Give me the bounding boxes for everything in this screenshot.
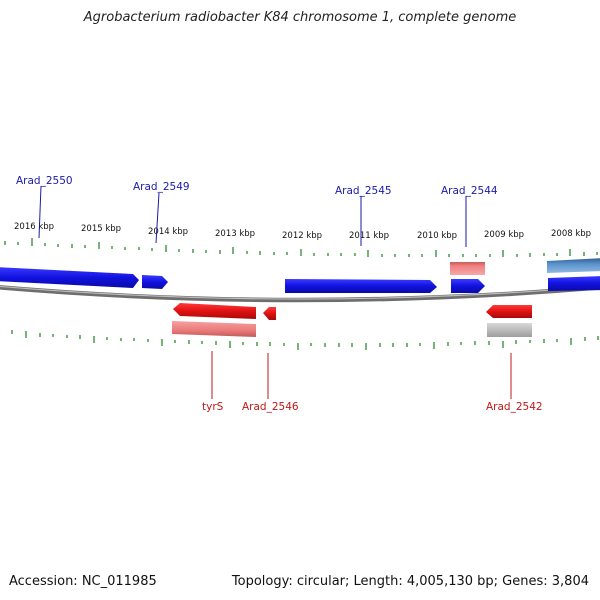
gene-arrow-forward[interactable]	[0, 267, 139, 288]
gene-label[interactable]: Arad_2550	[16, 175, 73, 187]
pseudo-feature[interactable]	[487, 323, 532, 337]
gene-arrow-forward[interactable]	[451, 279, 485, 293]
gene-label[interactable]: Arad_2542	[486, 401, 543, 413]
gene-labels-top: Arad_2550 Arad_2549 Arad_2545 Arad_2544	[16, 175, 498, 247]
kbp-label: 2009 kbp	[484, 230, 524, 240]
map-title: Agrobacterium radiobacter K84 chromosome…	[83, 10, 517, 25]
cds-feature-reverse[interactable]	[172, 321, 256, 337]
kbp-label: 2016 kbp	[14, 222, 54, 232]
gene-arrow-forward[interactable]	[285, 279, 437, 293]
genome-summary: Topology: circular; Length: 4,005,130 bp…	[231, 574, 589, 589]
gene-label[interactable]: Arad_2545	[335, 185, 392, 197]
gene-arrow-reverse[interactable]	[486, 305, 532, 318]
gene-arrow-reverse[interactable]	[263, 307, 276, 320]
lower-tick-track	[11, 330, 599, 350]
forward-strand-genes	[0, 258, 600, 293]
upper-tick-track	[4, 238, 598, 257]
kbp-label: 2008 kbp	[551, 229, 591, 239]
kbp-label: 2012 kbp	[282, 231, 322, 241]
chromosome-backbone	[0, 285, 600, 303]
kbp-label: 2014 kbp	[148, 227, 188, 237]
gene-arrow-forward[interactable]	[548, 276, 600, 291]
kbp-label: 2010 kbp	[417, 231, 457, 241]
gene-arrow-forward[interactable]	[142, 275, 168, 289]
kbp-label: 2013 kbp	[215, 229, 255, 239]
gene-label[interactable]: Arad_2544	[441, 185, 498, 197]
accession-info: Accession: NC_011985	[9, 574, 157, 589]
gene-label[interactable]: Arad_2549	[133, 181, 190, 193]
feature-forward[interactable]	[547, 258, 600, 273]
gene-label[interactable]: tyrS	[202, 401, 224, 413]
gene-labels-bottom: tyrS Arad_2546 Arad_2542	[202, 351, 543, 413]
kbp-scale-labels: 2016 kbp 2015 kbp 2014 kbp 2013 kbp 2012…	[14, 222, 591, 241]
cds-feature-forward[interactable]	[450, 262, 485, 275]
kbp-label: 2011 kbp	[349, 231, 389, 241]
gene-label[interactable]: Arad_2546	[242, 401, 299, 413]
gene-arrow-reverse[interactable]	[173, 303, 256, 319]
kbp-label: 2015 kbp	[81, 224, 121, 234]
reverse-strand-genes	[172, 303, 532, 337]
